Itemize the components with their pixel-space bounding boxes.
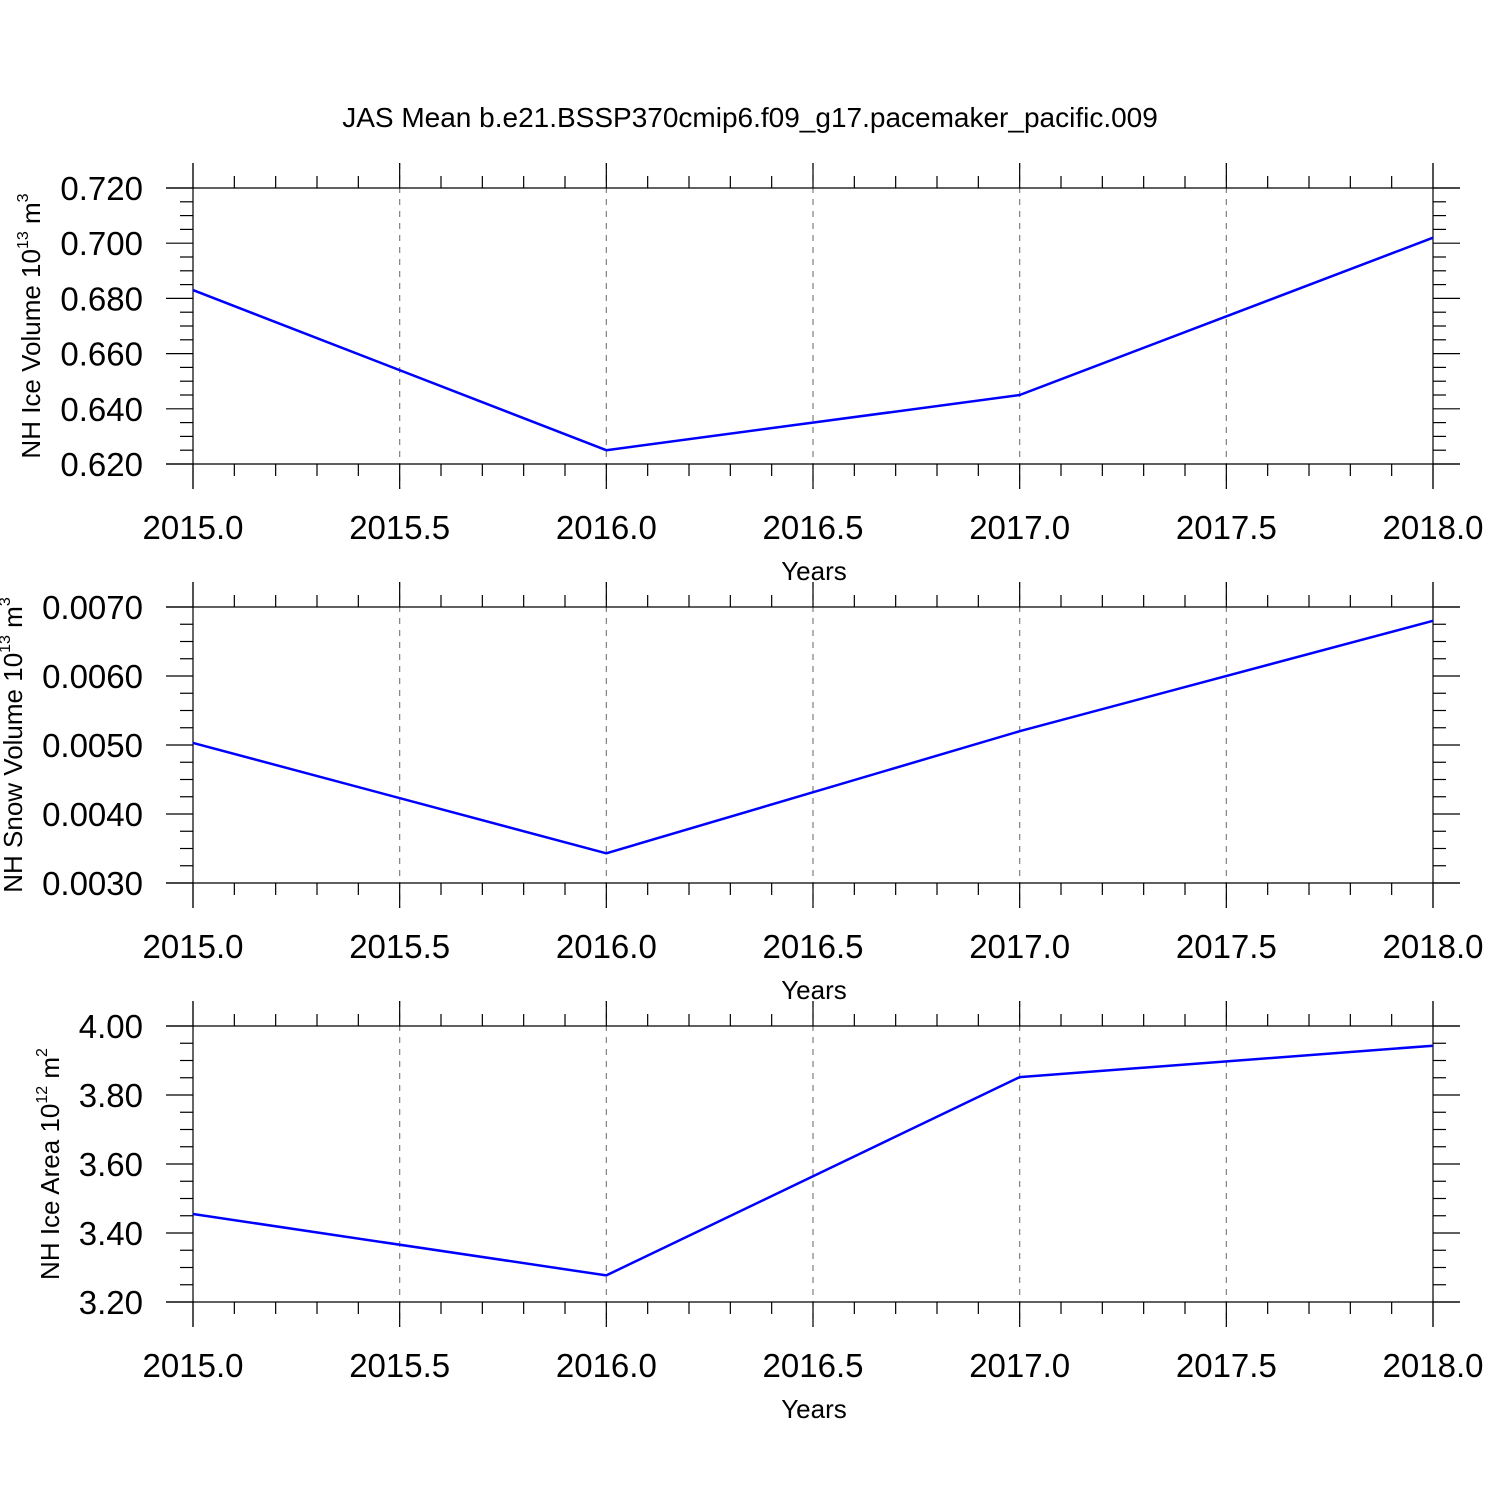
x-tick-label: 2017.5 <box>1176 928 1277 965</box>
y-axis-title-superscript: 13 <box>15 231 32 249</box>
panel-1: 2015.0 2015.5 2016.0 2016.5 2017.0 2017.5 2018… <box>15 163 1483 586</box>
y-axis-title: NH Ice Area 1012 m2 <box>34 1048 65 1280</box>
x-tick-label: 2016.5 <box>763 1347 864 1384</box>
series-line <box>192 1044 1434 1277</box>
x-tick-label: 2016.0 <box>556 1347 657 1384</box>
y-axis-title-text: NH Snow Volume 10 <box>0 653 28 893</box>
x-tick-label: 2018.0 <box>1383 509 1484 546</box>
y-tick-label: 3.40 <box>79 1215 143 1252</box>
x-tick-label: 2016.0 <box>556 928 657 965</box>
y-tick-label: 3.20 <box>79 1284 143 1321</box>
y-axis-title-superscript: 13 <box>0 635 14 653</box>
y-tick-label: 0.620 <box>60 446 143 483</box>
y-tick-label: 3.80 <box>79 1077 143 1114</box>
y-tick-label: 0.0070 <box>42 589 143 626</box>
x-axis-title: Years <box>781 975 847 1005</box>
y-axis-title: NH Ice Volume 1013 m3 <box>15 193 46 458</box>
y-axis-title-text: m <box>35 1057 65 1086</box>
x-tick-label: 2016.0 <box>556 509 657 546</box>
series-line <box>192 619 1434 855</box>
x-tick-label: 2017.0 <box>969 1347 1070 1384</box>
y-tick-label: 0.0060 <box>42 658 143 695</box>
y-tick-label: 0.680 <box>60 280 143 317</box>
y-axis-title-superscript: 12 <box>34 1086 51 1104</box>
y-axis-title-text: m <box>0 606 28 635</box>
panels: 2015.0 2015.5 2016.0 2016.5 2017.0 2017.5 2018… <box>0 163 1483 1424</box>
x-tick-label: 2015.0 <box>143 1347 244 1384</box>
x-tick-label: 2015.5 <box>349 509 450 546</box>
y-axis-title-superscript: 3 <box>0 597 14 606</box>
y-axis-title: NH Snow Volume 1013 m3 <box>0 597 28 893</box>
x-tick-label: 2018.0 <box>1383 1347 1484 1384</box>
x-tick-label: 2015.0 <box>143 928 244 965</box>
y-axis-title-superscript: 2 <box>34 1048 51 1057</box>
x-axis-title: Years <box>781 1394 847 1424</box>
x-tick-label: 2017.5 <box>1176 1347 1277 1384</box>
y-tick-label: 0.0030 <box>42 865 143 902</box>
panel-3: 2015.0 2015.5 2016.0 2016.5 2017.0 2017.5 2018… <box>34 1001 1483 1424</box>
y-axis-title-text: m <box>16 202 46 231</box>
figure-title: JAS Mean b.e21.BSSP370cmip6.f09_g17.pace… <box>342 102 1158 133</box>
x-tick-label: 2016.5 <box>763 509 864 546</box>
panel-2: 2015.0 2015.5 2016.0 2016.5 2017.0 2017.5 2018… <box>0 582 1483 1005</box>
x-tick-label: 2017.5 <box>1176 509 1277 546</box>
x-tick-label: 2015.5 <box>349 1347 450 1384</box>
x-tick-label: 2017.0 <box>969 509 1070 546</box>
y-tick-label: 0.660 <box>60 336 143 373</box>
x-tick-label: 2017.0 <box>969 928 1070 965</box>
x-tick-label: 2015.5 <box>349 928 450 965</box>
x-tick-label: 2018.0 <box>1383 928 1484 965</box>
x-tick-label: 2016.5 <box>763 928 864 965</box>
y-tick-label: 0.700 <box>60 225 143 262</box>
y-axis-title-text: NH Ice Volume 10 <box>16 249 46 459</box>
y-axis-title-text: NH Ice Area 10 <box>35 1104 65 1280</box>
y-tick-label: 0.0050 <box>42 727 143 764</box>
y-axis-title-superscript: 3 <box>15 193 32 202</box>
y-tick-label: 0.0040 <box>42 796 143 833</box>
y-tick-label: 3.60 <box>79 1146 143 1183</box>
y-tick-label: 0.720 <box>60 170 143 207</box>
y-tick-label: 4.00 <box>79 1008 143 1045</box>
series-line <box>192 236 1434 452</box>
x-axis-title: Years <box>781 556 847 586</box>
y-tick-label: 0.640 <box>60 391 143 428</box>
x-tick-label: 2015.0 <box>143 509 244 546</box>
